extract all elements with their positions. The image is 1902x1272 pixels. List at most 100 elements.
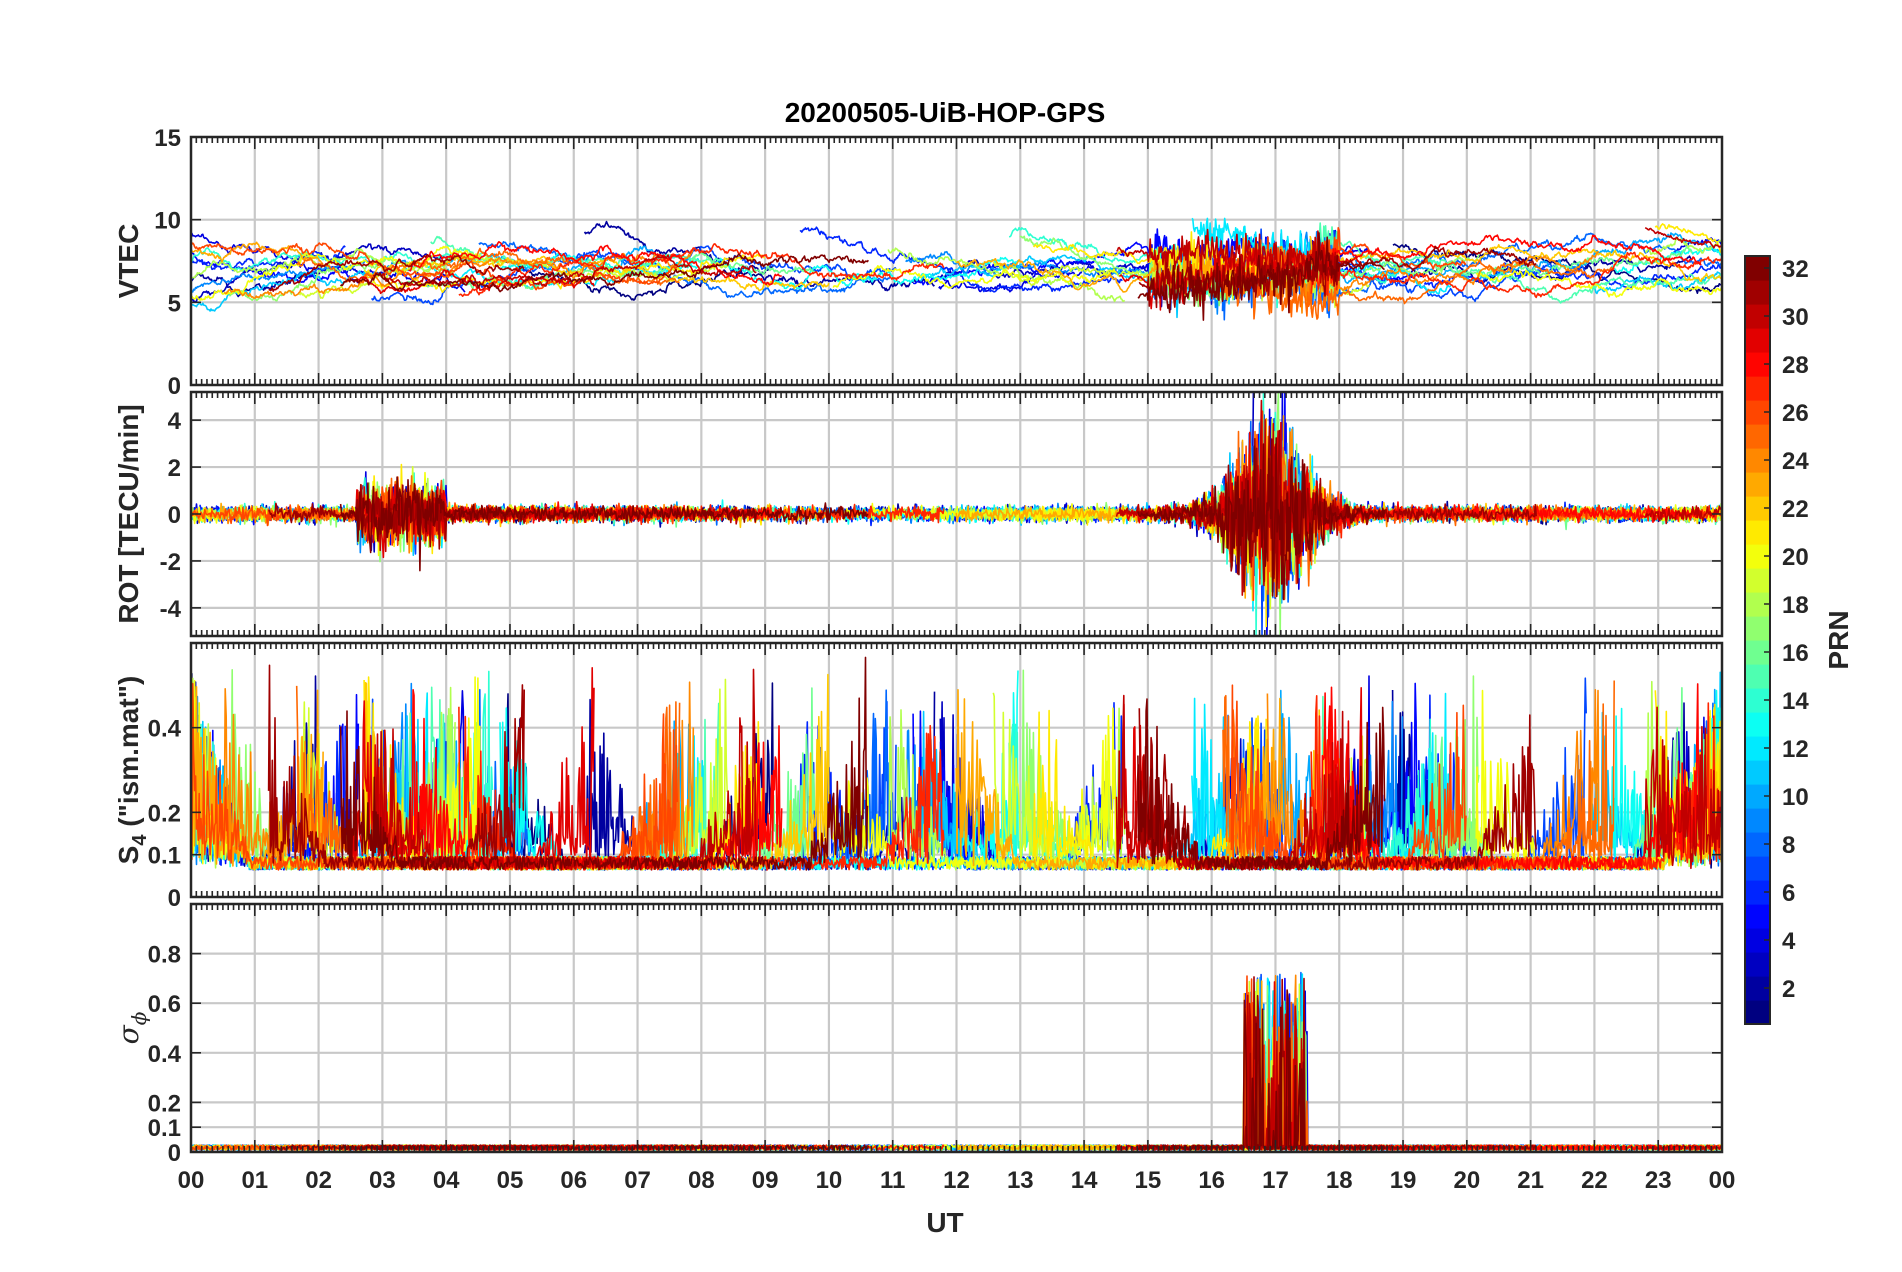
colorbar-tick-label: 24 [1782, 448, 1809, 475]
rot-ytick-label: -4 [160, 596, 182, 623]
panel-rot: -4 -2 0 2 4 ROT [TECU/min] [113, 390, 1724, 638]
colorbar-segment [1745, 280, 1770, 305]
vtec-minor-ticks [190, 136, 1723, 386]
sigma-ytick-label: 0.1 [148, 1115, 181, 1142]
x-tick-label: 13 [1007, 1167, 1034, 1194]
colorbar-segment [1745, 424, 1770, 449]
rot-prn-32-line [339, 476, 869, 572]
x-tick-label: 06 [560, 1167, 587, 1194]
vtec-prn-6-line [191, 245, 346, 271]
x-tick-label: 01 [241, 1167, 268, 1194]
x-tick-label: 02 [305, 1167, 332, 1194]
s4-minor-ticks [190, 643, 1723, 898]
x-tick-label: 05 [497, 1167, 524, 1194]
vtec-prn-28-line [1320, 234, 1702, 281]
s4-prn-27-line [458, 706, 945, 871]
x-tick-label: 21 [1517, 1167, 1544, 1194]
colorbar-segment [1745, 808, 1770, 833]
vtec-prn-18-line [1644, 237, 1722, 255]
colorbar-tick-label: 28 [1782, 352, 1809, 379]
colorbar-tick-label: 26 [1782, 400, 1809, 427]
colorbar-tick-label: 32 [1782, 256, 1809, 283]
panel-vtec: 0 5 10 15 VTEC [113, 125, 1724, 400]
chart-title: 20200505-UiB-HOP-GPS [785, 97, 1106, 128]
s4-ytick-label: 0.1 [148, 843, 181, 870]
vtec-prn-30-line [1644, 227, 1722, 249]
vtec-prn-21-line [1654, 223, 1722, 254]
x-tick-label: 22 [1581, 1167, 1608, 1194]
s4-y-label: S4 ("ism.mat") [113, 676, 151, 865]
rot-series [191, 392, 1722, 636]
x-tick-label: 15 [1135, 1167, 1162, 1194]
colorbar-tick-label: 30 [1782, 304, 1809, 331]
vtec-series [191, 217, 1722, 321]
colorbar-segment [1745, 616, 1770, 641]
sigma-minor-ticks [190, 904, 1723, 1153]
s4-series [191, 656, 1722, 871]
sigma-prn-31-line [268, 1144, 525, 1151]
colorbar-tick-label: 8 [1782, 832, 1795, 859]
s4-ytick-label: 0.2 [148, 800, 181, 827]
s4-ytick-label: 0.4 [148, 716, 182, 743]
s4-prn-32-line [1137, 698, 1386, 871]
rot-prn-31-line [268, 483, 525, 550]
rot-y-label: ROT [TECU/min] [113, 404, 144, 623]
vtec-ytick-label: 0 [168, 373, 181, 400]
vtec-prn-25-line [296, 247, 680, 286]
x-tick-label: 20 [1453, 1167, 1480, 1194]
rot-ytick-label: 4 [168, 408, 182, 435]
vtec-prn-24-line [223, 247, 695, 299]
sigma-prn-32-line [1137, 989, 1386, 1151]
x-tick-label: 14 [1071, 1167, 1098, 1194]
sigma-ytick-label: 0.2 [148, 1090, 181, 1117]
colorbar-tick-label: 2 [1782, 976, 1795, 1003]
vtec-prn-23-line [191, 241, 324, 266]
vtec-prn-27-line [1310, 251, 1722, 299]
vtec-ytick-label: 15 [154, 125, 181, 152]
x-tick-label: 03 [369, 1167, 396, 1194]
panel-s4: 0 0.1 0.2 0.4S4 ("ism.mat") [113, 641, 1724, 912]
colorbar-tick-label: 20 [1782, 544, 1809, 571]
colorbar-tick-label: 14 [1782, 688, 1809, 715]
vtec-prn-21-line [363, 253, 766, 294]
vtec-prn-32-line [1137, 232, 1385, 321]
colorbar-segment [1745, 472, 1770, 497]
vtec-prn-32-line [340, 253, 869, 293]
sigma-ytick-label: 0.8 [148, 942, 181, 969]
vtec-prn-20-line [1475, 269, 1722, 298]
sigma-y-label: σϕ [112, 1011, 151, 1044]
vtec-prn-27-line [458, 243, 945, 298]
rot-ytick-label: 0 [168, 502, 181, 529]
x-tick-label: 18 [1326, 1167, 1353, 1194]
vtec-prn-26-line [191, 242, 678, 291]
s4-prn-32-line [339, 656, 869, 871]
colorbar-tick-label: 6 [1782, 880, 1795, 907]
colorbar-segment [1745, 1000, 1770, 1025]
colorbar-segment [1745, 760, 1770, 785]
x-tick-label: 19 [1390, 1167, 1417, 1194]
rot-ytick-label: -2 [160, 549, 181, 576]
vtec-prn-5-line [191, 252, 359, 284]
rot-prn-32-line [1137, 437, 1386, 601]
x-tick-label: 12 [943, 1167, 970, 1194]
colorbar-tick-label: 4 [1782, 928, 1796, 955]
colorbar-label: PRN [1823, 610, 1854, 669]
sigma-grid [191, 904, 1722, 1152]
colorbar-segment [1745, 952, 1770, 977]
x-tick-label: 11 [880, 1167, 905, 1194]
colorbar-frame [1744, 255, 1771, 1025]
s4-ytick-label: 0 [168, 885, 181, 912]
vtec-prn-28-line [408, 241, 782, 286]
vtec-prn-6-line [799, 226, 1123, 293]
x-tick-label: 08 [688, 1167, 715, 1194]
colorbar-tick-label: 10 [1782, 784, 1809, 811]
s4-prn-30-line [1644, 706, 1722, 870]
x-tick-label: 00 [178, 1167, 205, 1194]
x-tick-label: 16 [1198, 1167, 1225, 1194]
colorbar-segment [1745, 376, 1770, 401]
colorbar-segment [1745, 904, 1770, 929]
vtec-prn-20-line [191, 245, 482, 302]
rot-prn-30-line [1644, 505, 1722, 525]
